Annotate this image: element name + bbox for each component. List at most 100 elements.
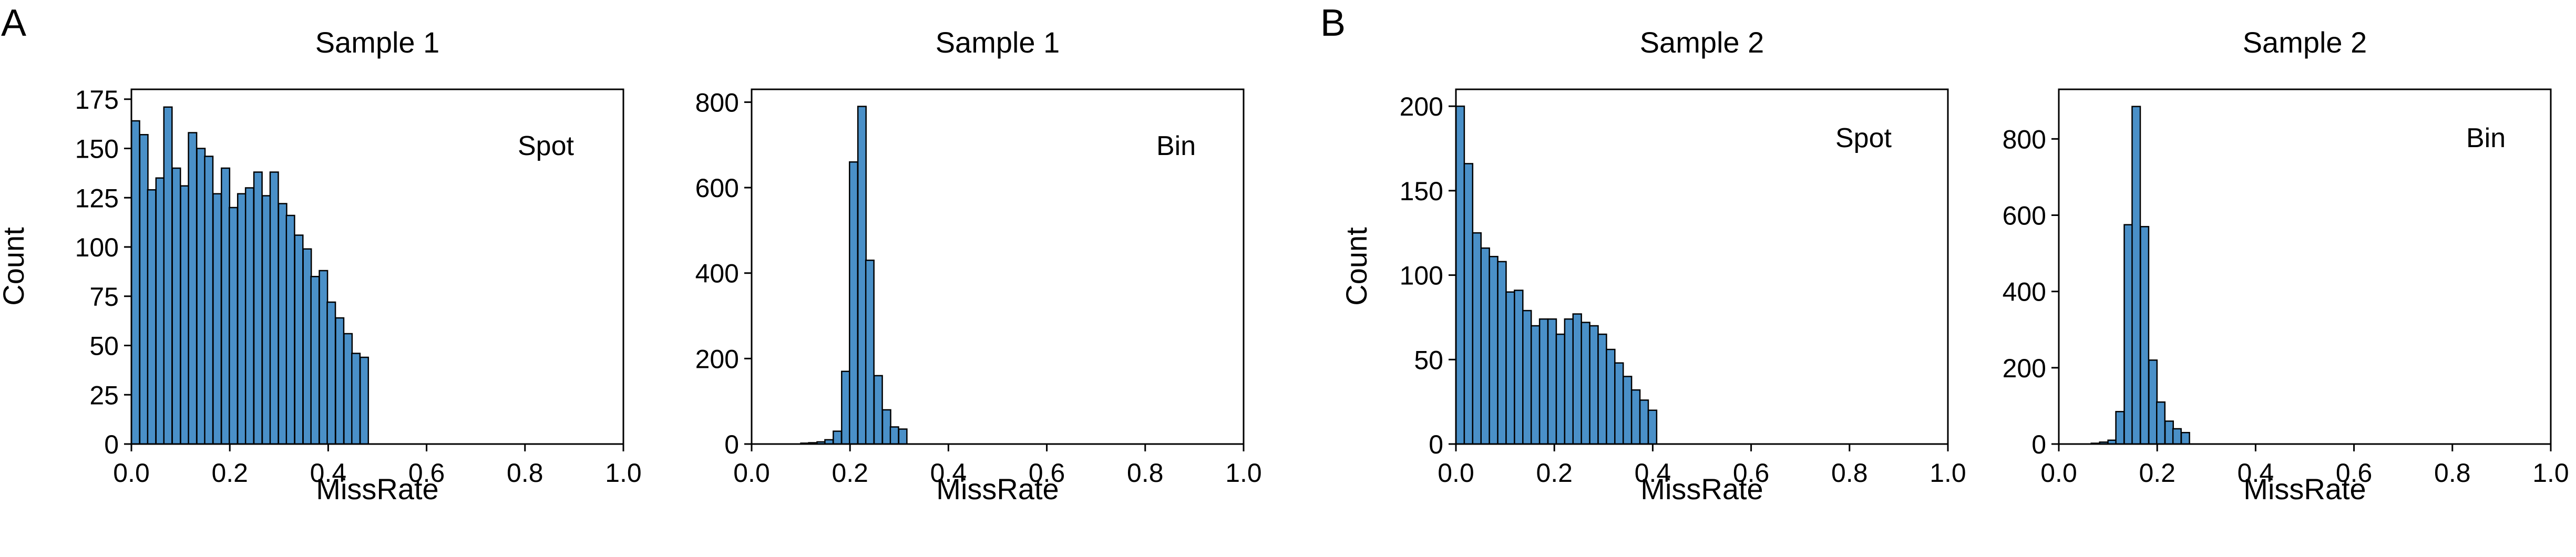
y-tick-label: 400 (695, 259, 739, 288)
histogram-bar (188, 132, 198, 445)
x-tick-label: 0.2 (211, 458, 248, 488)
histogram-bar (1538, 318, 1549, 445)
histogram-bar (2131, 106, 2141, 445)
histogram-bar (2123, 224, 2133, 445)
y-tick-label: 75 (89, 282, 119, 312)
histogram-bar (180, 185, 190, 445)
histogram-bar (1597, 333, 1607, 445)
histogram-bar (229, 207, 239, 445)
histogram-bar (881, 409, 891, 445)
x-tick-label: 0.4 (930, 458, 967, 488)
x-tick-label: 0.4 (2238, 458, 2274, 488)
histogram-bar (1489, 255, 1499, 445)
x-axis: 0.0 0.2 0.4 0.6 0.8 1.0 (733, 444, 1262, 488)
chart-sample2-spot: Sample 2 0 50 100 150 200 0.0 0.2 0.4 0.6 0.8 1.0… (1340, 26, 1966, 506)
x-tick-label: 1.0 (1930, 458, 1966, 488)
x-tick-label: 0.6 (408, 458, 445, 488)
histogram-bar (130, 120, 140, 445)
histogram-bar (1622, 376, 1633, 445)
chart-title: Sample 1 (315, 26, 440, 59)
histogram-bar (1472, 232, 1482, 445)
y-tick-label: 0 (724, 430, 739, 459)
x-tick-label: 0.4 (310, 458, 347, 488)
panel-letter-a: A (1, 2, 26, 44)
histogram-bar (294, 234, 304, 445)
y-tick-label: 50 (1414, 345, 1443, 375)
histogram-bar (139, 134, 149, 445)
x-axis-label: MissRate (1640, 472, 1763, 506)
histogram-bar (221, 167, 231, 445)
x-tick-label: 0.6 (1733, 458, 1770, 488)
histogram-bar (1614, 362, 1624, 445)
x-tick-label: 0.2 (2139, 458, 2175, 488)
histogram-bar (2180, 431, 2190, 445)
histogram-bar (1480, 247, 1490, 445)
histogram-bar (269, 171, 279, 445)
x-axis: 0.0 0.2 0.4 0.6 0.8 1.0 (113, 444, 642, 488)
plot-frame (2058, 88, 2552, 445)
histogram-bar (212, 193, 222, 445)
y-tick-label: 125 (75, 183, 119, 213)
y-tick-label: 800 (695, 88, 739, 117)
y-tick-label: 150 (75, 135, 119, 164)
histogram-bar (1572, 313, 1582, 445)
histogram-bar (1647, 409, 1658, 445)
histogram-bar (833, 430, 843, 445)
x-axis: 0.0 0.2 0.4 0.6 0.8 1.0 (1438, 444, 1966, 488)
histogram-bar (253, 171, 263, 445)
y-tick-label: 0 (2031, 430, 2046, 459)
histogram-bar (310, 276, 320, 445)
y-tick-label: 100 (1400, 261, 1443, 291)
y-tick-label: 600 (695, 173, 739, 203)
histogram-bar (873, 375, 883, 445)
x-tick-label: 0.6 (2336, 458, 2373, 488)
histogram-bar (1630, 389, 1641, 445)
histogram-bar (2156, 401, 2166, 445)
x-tick-label: 0.8 (1831, 458, 1868, 488)
histogram-bar (302, 248, 312, 445)
histogram-bar (1589, 325, 1599, 445)
y-tick-label: 200 (2003, 354, 2046, 383)
histogram-bar (326, 301, 336, 445)
x-axis-label: MissRate (936, 472, 1059, 506)
y-tick-label: 175 (75, 85, 119, 115)
histogram-bar (2115, 411, 2125, 445)
histogram-bar (1530, 325, 1541, 445)
x-tick-label: 0.8 (1127, 458, 1164, 488)
bar-group (1455, 105, 1658, 445)
histogram-bar (1455, 105, 1465, 445)
y-tick-label: 800 (2003, 125, 2046, 154)
y-axis: 0 200 400 600 800 (2003, 125, 2059, 459)
histogram-bar (343, 333, 353, 445)
y-tick-label: 600 (2003, 201, 2046, 231)
histogram-bar (171, 167, 181, 445)
histogram-bar (849, 161, 859, 445)
x-tick-label: 0.2 (832, 458, 868, 488)
histogram-bar (351, 353, 361, 445)
y-tick-label: 200 (695, 344, 739, 374)
x-tick-label: 0.8 (2434, 458, 2471, 488)
histogram-bar (2172, 428, 2182, 445)
y-tick-label: 50 (89, 332, 119, 361)
x-axis-label: MissRate (2243, 472, 2366, 506)
histogram-bar (1606, 348, 1616, 445)
histogram-bar (163, 106, 173, 445)
histogram-bar (237, 193, 247, 445)
y-axis: 0 200 400 600 800 (695, 88, 752, 459)
y-tick-label: 0 (1429, 430, 1443, 459)
bar-group (2090, 106, 2190, 445)
histogram-bar (1639, 399, 1649, 445)
x-tick-label: 0.6 (1029, 458, 1065, 488)
plot-frame (751, 88, 1245, 445)
y-tick-label: 200 (1400, 92, 1443, 121)
x-tick-label: 0.0 (2040, 458, 2077, 488)
histogram-bar (196, 148, 206, 445)
chart-sample1-bin: Sample 1 0 200 400 600 800 0.0 0.2 0.4 0.6 0.8 1.… (695, 26, 1262, 506)
y-tick-label: 100 (75, 233, 119, 262)
histogram-bar (2164, 420, 2174, 445)
bar-group (130, 106, 370, 445)
histogram-bar (1522, 310, 1532, 445)
x-tick-label: 0.0 (113, 458, 150, 488)
x-tick-label: 1.0 (605, 458, 642, 488)
